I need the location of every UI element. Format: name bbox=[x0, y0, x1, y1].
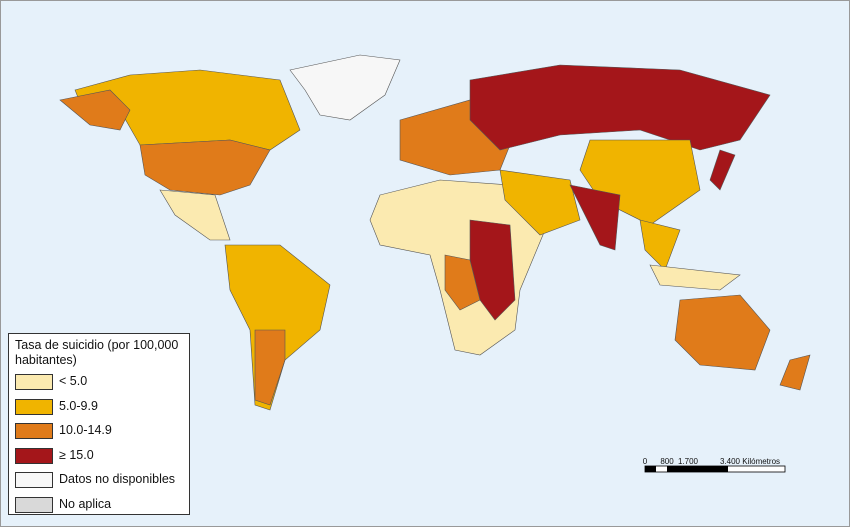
legend-swatch bbox=[15, 496, 53, 513]
scale-bar-block bbox=[667, 466, 688, 472]
scale-label: 1.700 bbox=[677, 457, 699, 466]
legend-swatch bbox=[15, 423, 53, 439]
legend-swatch bbox=[15, 398, 53, 415]
india bbox=[569, 184, 621, 251]
japan bbox=[709, 149, 736, 191]
legend-label: Datos no disponibles bbox=[59, 472, 176, 486]
middle-east bbox=[499, 169, 581, 236]
indonesia bbox=[649, 264, 741, 291]
argentina bbox=[254, 329, 286, 406]
new-zealand bbox=[779, 354, 811, 391]
legend: Tasa de suicidio (por 100,000 habitantes… bbox=[8, 333, 190, 515]
scale-label: 800 bbox=[660, 457, 674, 466]
scale-bar-block bbox=[688, 466, 728, 472]
legend-swatch bbox=[15, 447, 53, 464]
scale-bar bbox=[644, 465, 786, 473]
scale-label: 0 bbox=[642, 457, 648, 466]
legend-label: ≥ 15.0 bbox=[59, 447, 94, 462]
southern-africa bbox=[444, 254, 481, 311]
russia bbox=[469, 64, 771, 151]
legend-label: < 5.0 bbox=[59, 374, 88, 388]
south-america bbox=[224, 244, 331, 411]
legend-swatch bbox=[15, 472, 53, 488]
central-america bbox=[159, 189, 231, 241]
greenland bbox=[289, 54, 401, 121]
legend-swatch bbox=[15, 374, 53, 390]
legend-title: Tasa de suicidio (por 100,000 habitantes… bbox=[15, 338, 179, 367]
legend-label: 5.0-9.9 bbox=[59, 398, 98, 413]
scale-label: 3.400 Kilómetros bbox=[719, 457, 781, 466]
legend-label: No aplica bbox=[59, 496, 112, 511]
legend-label: 10.0-14.9 bbox=[59, 423, 112, 437]
australia bbox=[674, 294, 771, 371]
alaska bbox=[59, 89, 131, 131]
scale-bar-block bbox=[645, 466, 656, 472]
usa bbox=[139, 139, 271, 196]
southeast-asia bbox=[639, 219, 681, 271]
